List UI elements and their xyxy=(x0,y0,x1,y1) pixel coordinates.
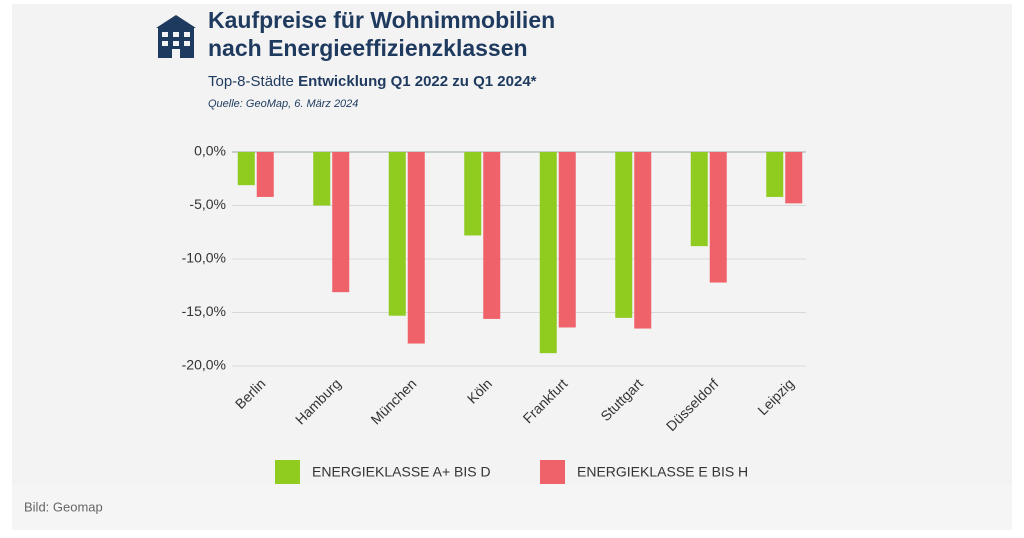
bar xyxy=(634,152,652,329)
building-icon xyxy=(156,15,196,58)
bar xyxy=(766,152,784,197)
bar xyxy=(237,152,255,186)
bar xyxy=(256,152,274,197)
bar xyxy=(785,152,803,204)
bar xyxy=(709,152,727,283)
y-tick-label: 0,0% xyxy=(194,143,226,159)
bar xyxy=(332,152,350,293)
y-tick-label: -15,0% xyxy=(182,303,226,319)
bar xyxy=(615,152,633,318)
source: Quelle: GeoMap, 6. März 2024 xyxy=(208,98,358,110)
chart-subtitle: Top-8-Städte Entwicklung Q1 2022 zu Q1 2… xyxy=(208,73,537,90)
legend-label: ENERGIEKLASSE E BIS H xyxy=(577,464,748,480)
bar xyxy=(690,152,708,247)
chart-title: Kaufpreise für Wohnimmobilien xyxy=(208,7,555,33)
y-tick-label: -20,0% xyxy=(182,357,226,373)
bar xyxy=(407,152,425,344)
y-tick-label: -5,0% xyxy=(189,196,226,212)
bar xyxy=(464,152,482,236)
bar xyxy=(388,152,406,316)
legend-swatch xyxy=(275,460,300,484)
y-tick-label: -10,0% xyxy=(182,250,226,266)
chart-background xyxy=(12,4,1012,485)
bar xyxy=(539,152,557,354)
legend-swatch xyxy=(540,460,565,484)
legend-label: ENERGIEKLASSE A+ BIS D xyxy=(312,464,491,480)
bar xyxy=(313,152,331,206)
subtitle-part: Entwicklung Q1 2022 zu Q1 2024* xyxy=(298,73,537,90)
subtitle-part: Top-8-Städte xyxy=(208,73,294,90)
chart-title: nach Energieeffizienzklassen xyxy=(208,35,528,61)
bar xyxy=(558,152,576,328)
bar xyxy=(483,152,501,319)
caption-background xyxy=(12,485,1012,530)
caption: Bild: Geomap xyxy=(24,499,103,514)
